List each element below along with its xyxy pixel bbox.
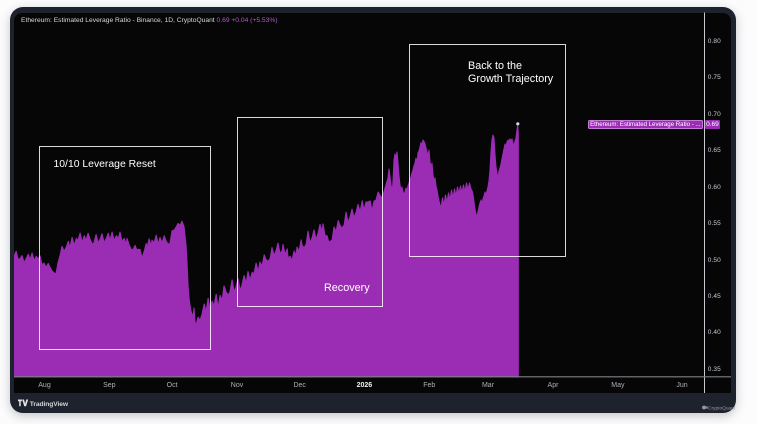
svg-text:TradingView: TradingView (29, 401, 68, 408)
